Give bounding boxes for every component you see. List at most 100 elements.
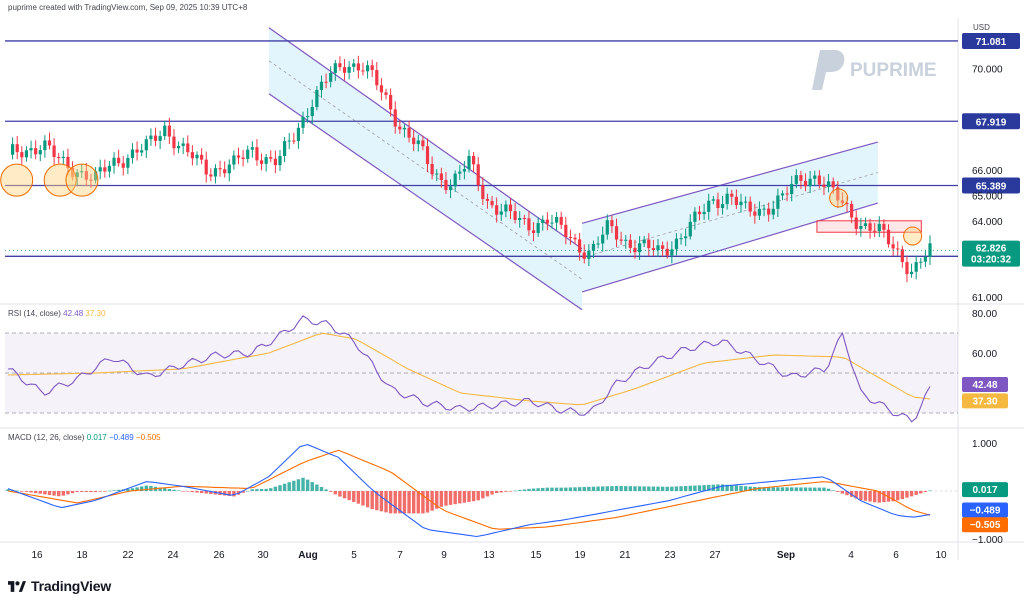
watermark-text: PUPRIME (850, 60, 937, 81)
candle-body (172, 136, 176, 149)
candle-body (578, 239, 582, 253)
currency-label: USD (973, 23, 990, 32)
macd-histogram-bar (292, 480, 296, 491)
candle-body (891, 244, 895, 249)
macd-histogram-bar (448, 491, 453, 505)
candle-body (490, 200, 494, 206)
candle-body (923, 256, 927, 262)
macd-histogram-bar (149, 486, 153, 491)
macd-histogram-bar (107, 490, 112, 492)
candle-body (762, 208, 766, 210)
macd-histogram-bar (905, 491, 909, 498)
macd-histogram-bar (518, 490, 522, 491)
macd-histogram-bar (813, 487, 817, 491)
candle-body (213, 168, 218, 177)
macd-signal-line (7, 449, 931, 530)
candle-body (236, 155, 241, 158)
candle-body (435, 173, 439, 175)
candle-body (402, 127, 407, 130)
macd-histogram-bar (75, 491, 79, 492)
candle-body (665, 248, 669, 256)
candle-body (545, 219, 549, 224)
candle-body (794, 175, 798, 184)
candle-body (854, 217, 858, 229)
candle-body (850, 204, 854, 218)
macd-histogram-bar (89, 491, 93, 493)
macd-histogram-bar (591, 486, 596, 491)
candle-body (527, 218, 531, 231)
macd-histogram-bar (596, 486, 600, 491)
macd-histogram-bar (144, 485, 148, 491)
channel-drawings[interactable] (268, 27, 922, 311)
candle-body (670, 249, 674, 256)
macd-histogram-bar (559, 487, 563, 491)
candle-body (826, 181, 831, 187)
candle-body (89, 179, 93, 181)
candle-body (518, 217, 522, 220)
macd-histogram-bar (158, 487, 162, 491)
candle-body (564, 224, 568, 237)
macd-histogram-bar (683, 485, 688, 491)
macd-histogram-bar (315, 484, 319, 491)
candle-body (596, 243, 600, 245)
candle-body (126, 157, 130, 168)
candle-body (730, 193, 734, 197)
puprime-watermark: PUPRIME (812, 50, 937, 90)
macd-histogram-bar (670, 486, 674, 491)
macd-histogram-bar (656, 486, 660, 491)
candle-body (679, 238, 683, 240)
macd-histogram-bar (375, 491, 379, 511)
macd-histogram-bar (896, 491, 900, 501)
macd-tick-label: −1.000 (972, 535, 1003, 546)
candle-body (845, 203, 849, 205)
price-tick-label: 66.000 (972, 166, 1003, 177)
candle-body (753, 211, 757, 216)
candle-body (651, 248, 655, 251)
macd-histogram-bar (204, 491, 208, 494)
candle-body (725, 193, 729, 205)
last-price-tag (962, 240, 1020, 267)
candle-body (688, 221, 692, 237)
macd-histogram-bar (467, 491, 471, 502)
candle-body (448, 186, 453, 191)
time-tick-label: 10 (935, 550, 947, 561)
macd-histogram-bar (453, 491, 457, 505)
macd-histogram-bar (269, 488, 273, 491)
macd-histogram-bar (647, 486, 651, 491)
candle-body (140, 150, 144, 153)
macd-histogram-bar (748, 486, 752, 491)
macd-histogram-bar (259, 488, 264, 491)
macd-title: MACD (12, 26, close) 0.017 −0.489 −0.505 (8, 433, 161, 442)
time-tick-label: 13 (483, 550, 495, 561)
rsi-tick-label: 80.00 (972, 309, 997, 320)
macd-histogram-bar (582, 487, 586, 491)
candle-body (914, 262, 918, 272)
macd-histogram-bar (29, 491, 33, 493)
candle-body (407, 127, 411, 138)
macd-histogram-bar (651, 486, 656, 491)
candle-body (167, 125, 171, 137)
candle-body (919, 261, 923, 263)
candle-body (273, 158, 277, 166)
candle-body (614, 226, 619, 240)
time-tick-label: 15 (530, 550, 542, 561)
macd-histogram-bar (273, 486, 278, 491)
channel-lower-line-0 (268, 93, 583, 311)
candle-body (209, 174, 213, 177)
candle-body (356, 63, 360, 71)
candle-body (384, 92, 388, 95)
macd-histogram-bar (139, 486, 144, 491)
macd-histogram-bar (167, 488, 172, 491)
macd-histogram-bar (504, 491, 508, 492)
candle-body (269, 157, 273, 159)
macd-histogram-bar (232, 491, 236, 497)
macd-histogram-bar (264, 488, 268, 491)
candle-body (75, 172, 79, 177)
macd-histogram-bar (296, 479, 301, 491)
candle-body (301, 116, 305, 128)
macd-line (7, 444, 931, 538)
candle-body (734, 196, 738, 206)
macd-histogram-bar (665, 486, 669, 491)
macd-histogram-bar (919, 491, 923, 494)
